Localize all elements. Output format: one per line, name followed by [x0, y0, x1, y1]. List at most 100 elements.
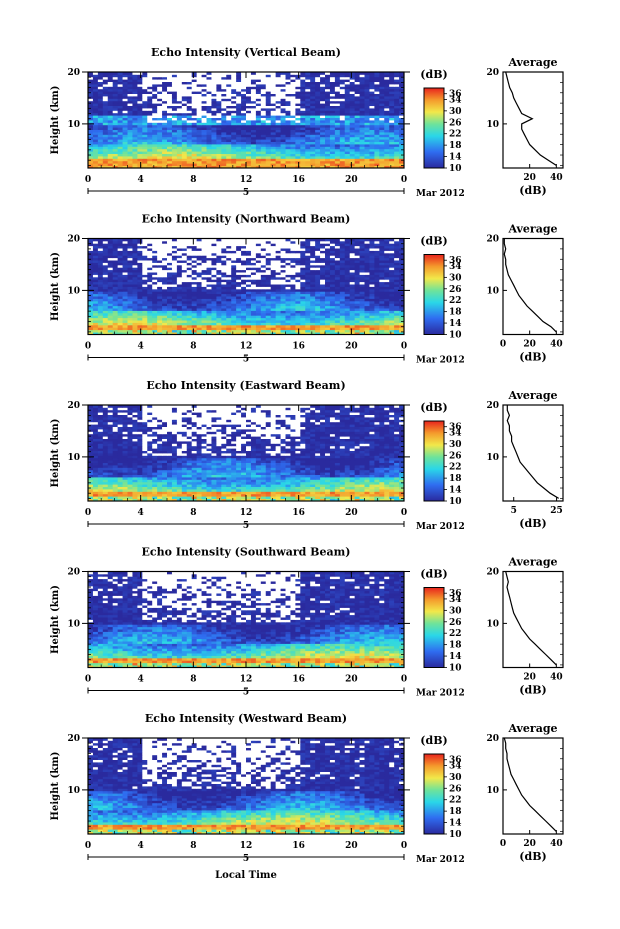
heatmap-cell	[162, 262, 168, 266]
heatmap-cell	[399, 103, 405, 106]
heatmap-cell	[285, 329, 291, 333]
heatmap-cell	[374, 255, 380, 259]
heatmap-cell	[280, 329, 286, 333]
heatmap-cell	[379, 93, 385, 97]
heatmap-cell	[325, 124, 331, 128]
heatmap-cell	[127, 293, 133, 297]
heatmap-cell	[112, 315, 119, 319]
heatmap-cell	[334, 257, 341, 261]
heatmap-cell	[246, 136, 252, 140]
heatmap-cell	[344, 260, 351, 263]
heatmap-cell	[181, 88, 188, 92]
heatmap-cell	[364, 296, 370, 299]
heatmap-cell	[260, 79, 267, 82]
heatmap-cell	[369, 156, 375, 159]
heatmap-cell	[216, 272, 222, 275]
heatmap-cell	[152, 74, 158, 78]
heatmap-cell	[92, 136, 99, 140]
heatmap-cell	[315, 93, 321, 97]
heatmap-cell	[162, 315, 168, 319]
heatmap-cell	[329, 124, 336, 128]
heatmap-cell	[216, 284, 222, 287]
heatmap-cell	[132, 117, 138, 121]
heatmap-cell	[285, 260, 291, 263]
heatmap-cell	[359, 148, 365, 152]
heatmap-cell	[315, 315, 321, 319]
heatmap-cell	[107, 163, 114, 166]
heatmap-cell	[137, 122, 143, 126]
heatmap-cell	[280, 98, 286, 102]
heatmap-cell	[206, 296, 212, 299]
heatmap-cell	[260, 115, 267, 118]
heatmap-cell	[97, 272, 104, 275]
heatmap-cell	[176, 248, 183, 251]
heatmap-cell	[246, 310, 252, 314]
heatmap-cell	[246, 281, 252, 285]
heatmap-cell	[117, 134, 123, 138]
heatmap-cell	[186, 103, 193, 106]
heatmap-cell	[216, 260, 222, 263]
heatmap-cell	[122, 264, 128, 268]
heatmap-cell	[305, 129, 311, 133]
heatmap-cell	[216, 252, 222, 256]
heatmap-cell	[137, 305, 143, 309]
heatmap-cell	[122, 86, 128, 90]
heatmap-cell	[206, 141, 212, 145]
heatmap-cell	[280, 93, 286, 97]
heatmap-cell	[364, 160, 370, 164]
heatmap-cell	[260, 279, 267, 283]
heatmap-cell	[295, 312, 301, 316]
heatmap-cell	[310, 74, 316, 78]
heatmap-cell	[186, 276, 193, 280]
heatmap-cell	[246, 98, 252, 102]
heatmap-cell	[181, 165, 188, 169]
heatmap-cell	[255, 98, 262, 102]
heatmap-cell	[241, 264, 247, 268]
heatmap-cell	[389, 79, 395, 82]
heatmap-cell	[300, 298, 306, 302]
heatmap-cell	[117, 112, 123, 116]
heatmap-cell	[315, 291, 321, 295]
heatmap-cell	[394, 312, 400, 316]
heatmap-cell	[201, 105, 207, 109]
heatmap-cell	[152, 141, 158, 145]
heatmap-cell	[349, 141, 356, 145]
heatmap-cell	[211, 120, 217, 123]
heatmap-cell	[157, 291, 163, 295]
heatmap-cell	[325, 300, 331, 304]
heatmap-cell	[97, 312, 104, 316]
heatmap-cell	[329, 81, 336, 85]
heatmap-cell	[364, 79, 370, 82]
heatmap-cell	[354, 286, 360, 290]
heatmap-cell	[334, 296, 341, 299]
heatmap-cell	[226, 250, 232, 254]
heatmap-cell	[102, 255, 109, 259]
heatmap-cell	[300, 303, 306, 307]
heatmap-cell	[142, 144, 148, 147]
heatmap-cell	[250, 100, 257, 104]
heatmap-cell	[147, 272, 153, 275]
heatmap-cell	[92, 72, 99, 75]
heatmap-cell	[300, 146, 306, 150]
colorbar	[423, 87, 445, 169]
heatmap-cell	[211, 250, 217, 254]
heatmap-cell	[216, 84, 222, 87]
heatmap-cell	[236, 320, 242, 323]
heatmap-cell	[201, 262, 207, 266]
heatmap-cell	[270, 122, 277, 126]
heatmap-cell	[399, 81, 405, 85]
heatmap-cell	[176, 141, 183, 145]
heatmap-cell	[241, 250, 247, 254]
heatmap-cell	[300, 248, 306, 251]
heatmap-cell	[241, 110, 247, 114]
heatmap-cell	[250, 86, 257, 90]
heatmap-cell	[162, 317, 168, 321]
heatmap-cell	[394, 103, 400, 106]
heatmap-cell	[246, 76, 252, 80]
heatmap-cell	[344, 163, 351, 166]
heatmap-cell	[112, 250, 119, 254]
heatmap-cell	[191, 146, 198, 150]
heatmap-cell	[107, 134, 114, 138]
heatmap-cell	[157, 255, 163, 259]
heatmap-cell	[176, 305, 183, 309]
